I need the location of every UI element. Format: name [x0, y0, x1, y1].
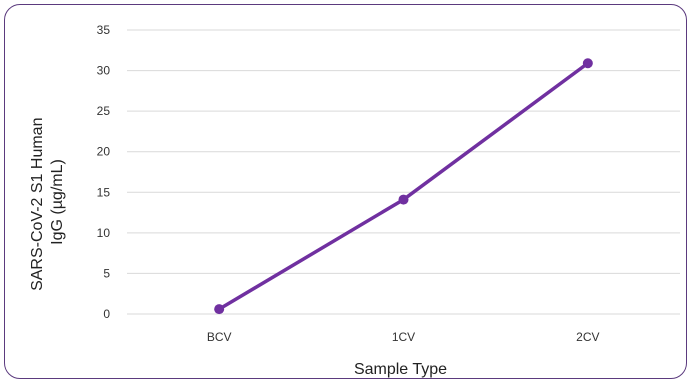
y-axis-title-line-1: SARS-CoV-2 S1 Human — [29, 118, 46, 291]
y-tick-label-15: 15 — [97, 185, 111, 199]
y-tick-label-10: 10 — [97, 226, 111, 240]
y-tick-label-25: 25 — [97, 104, 111, 118]
chart-frame — [4, 4, 687, 379]
x-axis-title: Sample Type — [354, 361, 447, 378]
data-point-bcv — [214, 304, 225, 315]
x-axis-ticks: BCV 1CV 2CV — [207, 330, 600, 344]
y-tick-label-30: 30 — [97, 64, 111, 78]
series-line-0 — [217, 61, 590, 311]
y-tick-label-5: 5 — [103, 266, 110, 280]
y-axis-title-line-2: IgG (µg/mL) — [49, 159, 66, 245]
x-tick-label-bcv: BCV — [207, 330, 232, 344]
data-point-2cv — [582, 58, 593, 69]
data-point-1cv — [398, 194, 409, 205]
y-axis-ticks: 0 5 10 15 20 25 30 35 — [97, 23, 111, 321]
x-tick-label-2cv: 2CV — [576, 330, 599, 344]
y-tick-label-0: 0 — [103, 307, 110, 321]
y-tick-label-35: 35 — [97, 23, 111, 37]
x-tick-label-1cv: 1CV — [392, 330, 415, 344]
y-axis-title: SARS-CoV-2 S1 Human IgG (µg/mL) — [29, 113, 66, 291]
y-tick-label-20: 20 — [97, 145, 111, 159]
series-layer — [214, 58, 593, 315]
gridlines — [127, 29, 680, 315]
